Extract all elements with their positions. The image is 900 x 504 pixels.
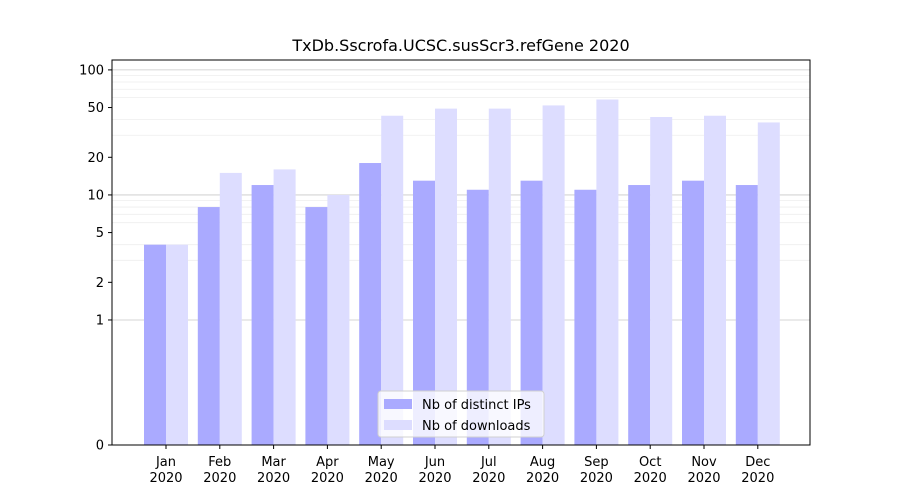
- legend-swatch-downloads: [384, 420, 412, 430]
- x-tick-label: Jul 2020: [472, 455, 505, 486]
- x-tick-label: Oct 2020: [634, 455, 667, 486]
- legend: Nb of distinct IPs Nb of downloads: [377, 390, 545, 438]
- x-tick-label: Dec 2020: [741, 455, 774, 486]
- bar-distinct-ips: [735, 185, 758, 445]
- x-tick-label: Jan 2020: [149, 455, 182, 486]
- y-tick-label: 10: [87, 188, 104, 203]
- bar-downloads: [488, 108, 511, 445]
- legend-box: [377, 390, 545, 438]
- bar-downloads: [327, 194, 350, 445]
- bar-distinct-ips: [520, 180, 543, 445]
- bar-distinct-ips: [359, 163, 382, 445]
- bar-downloads: [542, 105, 565, 446]
- y-tick-label: 20: [87, 151, 104, 166]
- x-tick-label: Aug 2020: [526, 455, 559, 486]
- bar-distinct-ips: [628, 185, 651, 445]
- bar-distinct-ips: [197, 207, 220, 445]
- y-tick-label: 1: [96, 313, 104, 328]
- plot-frame: [111, 59, 811, 446]
- bars: [144, 99, 780, 446]
- axes: 0 1 2 5 10 20 50 100 Jan 2020 Feb 2020 Mar 2020 Apr 202…: [79, 59, 811, 486]
- bar-downloads: [757, 122, 780, 445]
- legend-label-downloads: Nb of downloads: [422, 419, 531, 434]
- bar-downloads: [381, 115, 404, 445]
- x-tick-label: Nov 2020: [687, 455, 720, 486]
- bar-downloads: [435, 108, 457, 445]
- bar-distinct-ips: [251, 185, 274, 445]
- bar-downloads: [596, 99, 619, 446]
- y-tick-label: 0: [96, 439, 104, 454]
- bar-downloads: [704, 115, 726, 445]
- bar-distinct-ips: [466, 189, 489, 445]
- bar-downloads: [273, 169, 296, 445]
- y-tick-label: 100: [79, 63, 104, 78]
- x-tick-label: Mar 2020: [257, 455, 290, 486]
- x-tick-label: Sep 2020: [580, 455, 613, 486]
- x-tick-label: Jun 2020: [418, 455, 451, 486]
- bar-distinct-ips: [682, 180, 704, 445]
- y-tick-label: 50: [87, 101, 104, 116]
- chart-title: TxDb.Sscrofa.UCSC.susScr3.refGene 2020: [291, 36, 629, 55]
- legend-label-distinct-ips: Nb of distinct IPs: [422, 398, 531, 413]
- legend-swatch-distinct-ips: [384, 399, 412, 409]
- bar-downloads: [166, 244, 188, 445]
- bar-distinct-ips: [574, 189, 597, 445]
- bar-distinct-ips: [413, 180, 435, 445]
- y-tick-label: 2: [96, 276, 104, 291]
- bar-downloads: [650, 117, 673, 445]
- x-tick-label: Feb 2020: [203, 455, 236, 486]
- bar-distinct-ips: [305, 207, 328, 445]
- y-tick-label: 5: [96, 226, 104, 241]
- bar-distinct-ips: [144, 244, 166, 445]
- x-tick-label: Apr 2020: [311, 455, 344, 486]
- bar-downloads: [219, 172, 242, 445]
- x-tick-label: May 2020: [365, 455, 398, 486]
